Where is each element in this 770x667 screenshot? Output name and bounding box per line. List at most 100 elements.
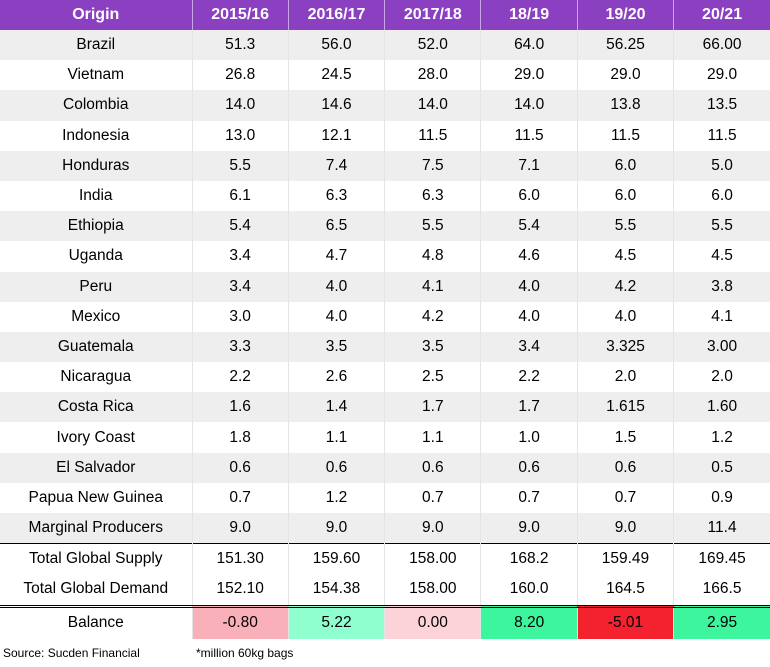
value-cell: 0.7 [384, 482, 482, 513]
table-row: Honduras 5.5 7.4 7.5 7.1 6.0 5.0 [0, 150, 770, 181]
value-cell: 1.1 [384, 422, 482, 453]
value-cell: 6.0 [711, 187, 733, 205]
table-row: Mexico 3.0 4.0 4.2 4.0 4.0 4.1 [0, 301, 770, 332]
value-cell: 0.6 [480, 452, 578, 483]
header-season: 18/19 [480, 0, 578, 30]
value-cell: 151.30 [192, 543, 289, 575]
value-cell: 3.3 [192, 331, 289, 363]
value-cell: 169.45 [673, 543, 770, 575]
row-label: Ethiopia [0, 211, 193, 242]
value-cell: 6.0 [577, 150, 675, 181]
table-row: Costa Rica 1.6 1.4 1.7 1.7 1.615 1.60 [0, 392, 770, 423]
header-season: 2016/17 [288, 0, 386, 30]
value-cell: 0.9 [711, 488, 733, 506]
value-cell: 4.5 [577, 241, 675, 272]
value-cell: 11.5 [480, 120, 578, 151]
table-row: Guatemala 3.3 3.5 3.5 3.4 3.325 3.00 [0, 331, 770, 363]
value-cell: 7.4 [288, 150, 386, 181]
value-cell: 5.5 [384, 211, 482, 242]
row-label: Uganda [0, 241, 193, 272]
value-cell: 11.5 [384, 120, 482, 151]
value-cell: 3.0 [192, 301, 289, 332]
value-cell: 5.0 [673, 150, 770, 181]
value-cell: 3.00 [673, 331, 770, 363]
value-cell: 0.7 [480, 482, 578, 513]
value-cell: 168.2 [480, 543, 578, 575]
value-cell: 29.0 [480, 60, 578, 91]
value-cell: 0.5 [673, 452, 770, 483]
value-cell: 4.2 [577, 271, 675, 302]
value-cell: 152.10 [192, 574, 289, 607]
balance-value-cell: 2.95 [673, 604, 770, 639]
value-cell: 66.00 [673, 30, 770, 61]
table-body: Brazil 51.3 56.0 52.0 64.0 56.25 66.00 Vietnam 2… [0, 30, 770, 639]
value-cell: 164.5 [577, 574, 675, 607]
value-cell: 5.5 [192, 150, 289, 181]
table-row: Colombia 14.0 14.6 14.0 14.0 13.8 13.5 [0, 90, 770, 121]
value-cell: 0.6 [288, 452, 386, 483]
value-cell: 14.0 [384, 90, 482, 121]
value-cell: 9.0 [192, 513, 289, 544]
value-cell: 1.5 [577, 422, 675, 453]
unit-note: *million 60kg bags [196, 646, 294, 660]
value-cell: 1.8 [192, 422, 289, 453]
value-cell: 3.5 [288, 331, 386, 363]
value-cell: 14.0 [480, 90, 578, 121]
table-row: Papua New Guinea 0.7 1.2 0.7 0.7 0.7 0.9 [0, 482, 770, 513]
table-row: El Salvador 0.6 0.6 0.6 0.6 0.6 0.5 [0, 452, 770, 483]
value-cell: 5.4 [192, 211, 289, 242]
row-label: Guatemala [0, 331, 193, 363]
table-row: Brazil 51.3 56.0 52.0 64.0 56.25 66.00 [0, 30, 770, 61]
header-origin: Origin [0, 0, 193, 30]
value-cell: 2.6 [288, 362, 386, 393]
value-cell: 2.0 [577, 362, 675, 393]
value-cell: 28.0 [384, 60, 482, 91]
row-label: Mexico [0, 301, 193, 332]
row-label: Vietnam [0, 60, 193, 91]
value-cell: 1.1 [288, 422, 386, 453]
row-label: Total Global Demand [0, 574, 193, 607]
balance-value-cell: 5.22 [288, 604, 386, 639]
value-cell: 1.7 [480, 392, 578, 423]
table-row: Marginal Producers 9.0 9.0 9.0 9.0 9.0 11.4 [0, 513, 770, 544]
value-cell: 52.0 [384, 30, 482, 61]
value-cell: 2.5 [384, 362, 482, 393]
row-label: Papua New Guinea [0, 482, 193, 513]
value-cell: 6.5 [288, 211, 386, 242]
header-season: 2017/18 [384, 0, 482, 30]
value-cell: 4.0 [480, 271, 578, 302]
value-cell: 1.6 [192, 392, 289, 423]
value-cell: 56.0 [288, 30, 386, 61]
value-cell: 3.4 [192, 271, 289, 302]
balance-value-cell: -5.01 [577, 604, 675, 639]
balance-value-cell: 0.00 [384, 604, 482, 639]
header-season: 19/20 [577, 0, 675, 30]
value-cell: 158.00 [384, 574, 482, 607]
value-cell: 9.0 [288, 513, 386, 544]
value-cell: 6.3 [384, 180, 482, 212]
value-cell: 4.5 [711, 247, 733, 265]
balance-value-cell: -0.80 [192, 604, 289, 639]
value-cell: 160.0 [480, 574, 578, 607]
value-cell: 3.325 [577, 331, 675, 363]
table-footer: Source: Sucden Financial *million 60kg b… [3, 646, 763, 660]
value-cell: 3.4 [480, 331, 578, 363]
balance-row: Balance -0.80 5.22 0.00 8.20 -5.01 2.95 [0, 604, 770, 639]
value-cell: 154.38 [288, 574, 386, 607]
row-label: Honduras [0, 150, 193, 181]
value-cell: 4.0 [480, 301, 578, 332]
value-cell: 1.2 [288, 482, 386, 513]
row-label: Peru [0, 271, 193, 302]
table-row: Indonesia 13.0 12.1 11.5 11.5 11.5 11.5 [0, 120, 770, 151]
row-label: Ivory Coast [0, 422, 193, 453]
value-cell: 29.0 [577, 60, 675, 91]
value-cell: 7.5 [384, 150, 482, 181]
value-cell: 2.2 [480, 362, 578, 393]
value-cell: 0.7 [577, 482, 675, 513]
value-cell: 11.4 [673, 513, 770, 544]
value-cell: 9.0 [480, 513, 578, 544]
value-cell: 1.0 [480, 422, 578, 453]
row-label: Total Global Supply [0, 543, 193, 575]
value-cell: 4.6 [480, 241, 578, 272]
